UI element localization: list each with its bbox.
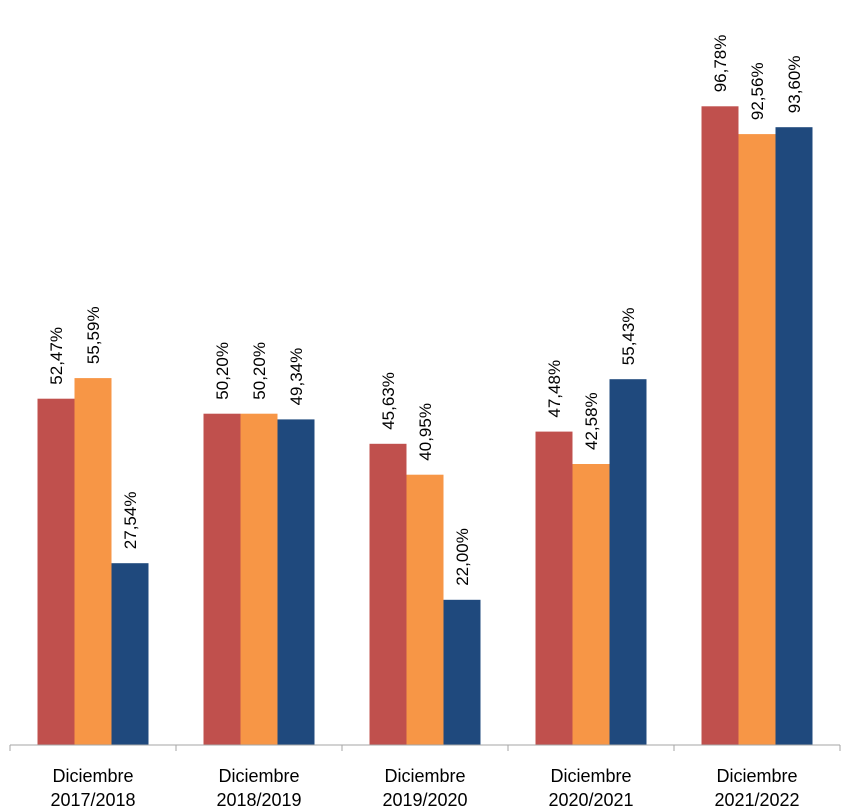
bar-4-series-1 <box>738 134 776 746</box>
data-label-0-series-1: 55,59% <box>84 306 103 364</box>
bars-layer <box>37 106 813 746</box>
data-label-2-series-0: 45,63% <box>379 372 398 430</box>
x-tick-label-0: Diciembre 2017/2018 <box>50 766 135 810</box>
data-label-0-series-2: 27,54% <box>121 492 140 550</box>
bar-4-series-0 <box>701 106 739 746</box>
data-label-3-series-0: 47,48% <box>545 360 564 418</box>
x-tick-label-3: Diciembre 2020/2021 <box>548 766 633 810</box>
bar-4-series-2 <box>775 127 813 745</box>
bar-2-series-1 <box>406 474 444 745</box>
data-label-2-series-1: 40,95% <box>416 403 435 461</box>
data-label-1-series-1: 50,20% <box>250 342 269 400</box>
bar-0-series-0 <box>37 398 75 745</box>
data-label-3-series-1: 42,58% <box>582 392 601 450</box>
data-label-4-series-2: 93,60% <box>785 56 804 114</box>
bar-1-series-2 <box>277 419 315 745</box>
bar-2-series-0 <box>369 443 407 745</box>
value-labels-layer: 52,47% 55,59% 27,54% 50,20% 50,20% 49,34% 45,6… <box>47 35 804 586</box>
data-label-1-series-0: 50,20% <box>213 342 232 400</box>
data-label-4-series-0: 96,78% <box>711 35 730 93</box>
data-label-3-series-2: 55,43% <box>619 308 638 366</box>
x-tick-label-1: Diciembre 2018/2019 <box>216 766 301 810</box>
data-label-1-series-2: 49,34% <box>287 348 306 406</box>
bar-1-series-1 <box>240 413 278 745</box>
data-label-0-series-0: 52,47% <box>47 327 66 385</box>
bar-3-series-0 <box>535 431 573 745</box>
bar-1-series-0 <box>203 413 241 745</box>
x-tick-label-2: Diciembre 2019/2020 <box>382 766 467 810</box>
x-axis: Diciembre 2017/2018 Diciembre 2018/2019 Dici… <box>9 744 841 810</box>
bar-0-series-1 <box>74 378 112 745</box>
bar-3-series-2 <box>609 379 647 745</box>
bar-2-series-2 <box>443 599 481 745</box>
x-tick-label-4: Diciembre 2021/2022 <box>714 766 799 810</box>
bar-3-series-1 <box>572 464 610 745</box>
bar-0-series-2 <box>111 563 149 745</box>
data-label-2-series-2: 22,00% <box>453 528 472 586</box>
data-label-4-series-1: 92,56% <box>748 62 767 120</box>
